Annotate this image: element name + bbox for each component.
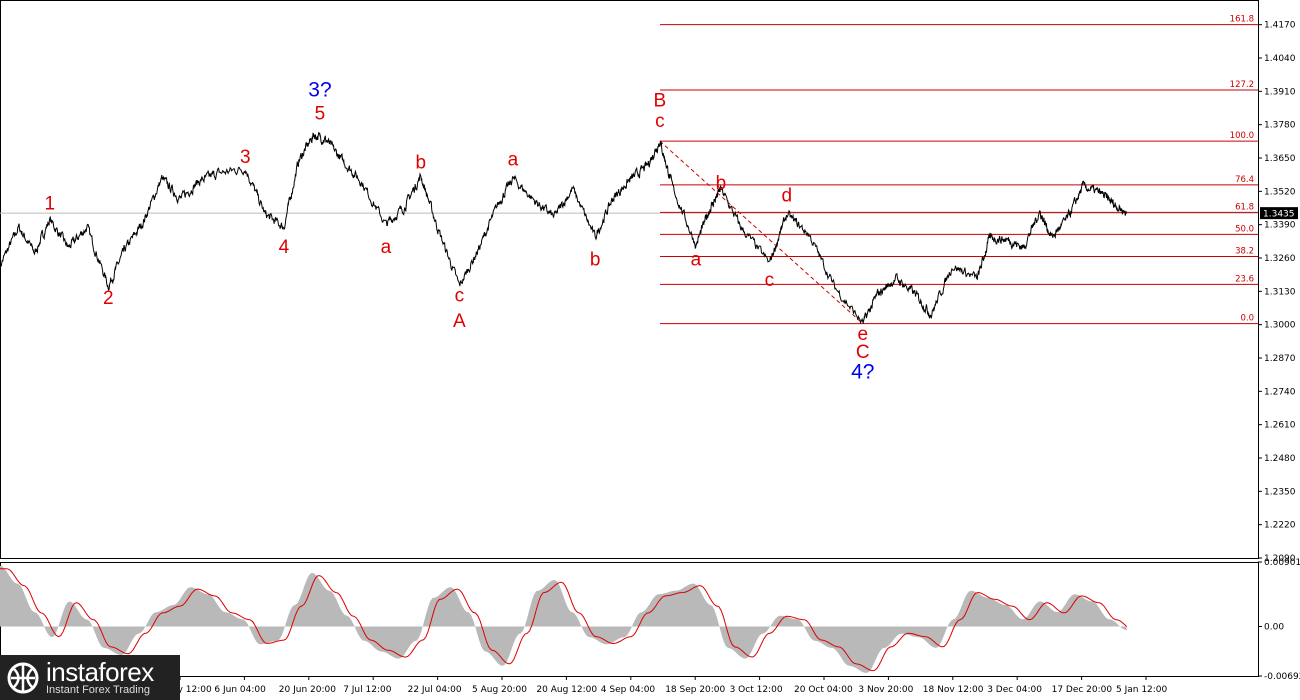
y-tick-label: 1.3000 bbox=[1264, 321, 1296, 331]
x-tick-label: 20 Oct 04:00 bbox=[794, 685, 853, 695]
y-tick-label: 1.3130 bbox=[1264, 287, 1296, 297]
wave-label-red: c bbox=[765, 270, 775, 291]
x-tick-label: 3 Dec 04:00 bbox=[987, 685, 1042, 695]
wave-label-red: 3 bbox=[240, 147, 251, 168]
wave-label-red: d bbox=[782, 186, 793, 207]
wave-label-red: a bbox=[691, 250, 702, 271]
fib-level-label: 38.2 bbox=[1235, 246, 1254, 256]
x-tick-label: 18 Nov 12:00 bbox=[923, 685, 984, 695]
wave-label-red: 1 bbox=[45, 193, 56, 214]
x-tick-label: 4 Sep 04:00 bbox=[601, 685, 656, 695]
y-tick-label: 1.2740 bbox=[1264, 387, 1296, 397]
indicator-tick-label: 0.00 bbox=[1264, 622, 1284, 632]
wave-label-red: 4 bbox=[279, 237, 290, 258]
y-tick-label: 1.3260 bbox=[1264, 254, 1296, 264]
y-tick-label: 1.4040 bbox=[1264, 54, 1296, 64]
wave-label-red: C bbox=[856, 342, 870, 363]
wave-label-red: b bbox=[716, 173, 727, 194]
current-price-badge bbox=[1260, 207, 1298, 220]
x-tick-label: 3 Nov 20:00 bbox=[858, 685, 913, 695]
oscillator-signal-line bbox=[0, 568, 1128, 672]
wave-label-red: b bbox=[416, 152, 427, 173]
logo-brand: instaforex bbox=[46, 656, 154, 687]
wave-label-red: c bbox=[455, 286, 465, 307]
fib-level-label: 100.0 bbox=[1230, 131, 1254, 141]
y-tick-label: 1.2870 bbox=[1264, 354, 1296, 364]
x-tick-label: 20 Jun 20:00 bbox=[279, 685, 336, 695]
wave-label-red: 5 bbox=[315, 104, 326, 125]
y-tick-label: 1.3650 bbox=[1264, 154, 1296, 164]
x-tick-label: 7 Jul 12:00 bbox=[343, 685, 392, 695]
fib-level-label: 50.0 bbox=[1235, 224, 1254, 234]
time-axis: 22 May 12:00 6 Jun 04:00 20 Jun 20:00 7 Jul… bbox=[150, 676, 1168, 695]
x-tick-label: 3 Oct 12:00 bbox=[730, 685, 783, 695]
fib-level-label: 61.8 bbox=[1235, 202, 1254, 212]
y-tick-label: 1.3910 bbox=[1264, 87, 1296, 97]
wave-label-red: c bbox=[655, 111, 665, 132]
y-tick-label: 1.2480 bbox=[1264, 454, 1296, 464]
y-tick-label: 1.2610 bbox=[1264, 421, 1296, 431]
wave-label-blue: 3? bbox=[308, 78, 331, 101]
fib-level-label: 23.6 bbox=[1235, 274, 1254, 284]
fib-level-label: 161.8 bbox=[1230, 15, 1254, 25]
wave-label-red: a bbox=[508, 150, 519, 171]
wave-label-red: B bbox=[654, 91, 667, 112]
fibonacci-levels: 161.8 127.2 100.0 76.4 61.8 50.0 38.2 23.6 0.0 bbox=[659, 15, 1258, 325]
fib-level-label: 127.2 bbox=[1230, 80, 1254, 90]
x-tick-label: 5 Jan 12:00 bbox=[1116, 685, 1168, 695]
wave-label-red: a bbox=[381, 237, 392, 258]
y-tick-label: 1.3520 bbox=[1264, 187, 1296, 197]
fib-level-label: 0.0 bbox=[1240, 314, 1254, 324]
price-line bbox=[0, 131, 1127, 325]
instaforex-logo: instaforex Instant Forex Trading bbox=[0, 655, 180, 700]
x-tick-label: 22 May 12:00 bbox=[150, 685, 212, 695]
y-tick-label: 1.3390 bbox=[1264, 221, 1296, 231]
oscillator-histogram bbox=[0, 565, 1127, 673]
wave-label-blue: 4? bbox=[851, 361, 874, 384]
wave-label-red: 2 bbox=[103, 288, 114, 309]
x-tick-label: 5 Aug 20:00 bbox=[472, 685, 527, 695]
main-frame bbox=[0, 0, 1259, 559]
y-tick-label: 1.3780 bbox=[1264, 121, 1296, 131]
globe-logo-icon bbox=[7, 662, 39, 693]
y-tick-label: 1.4170 bbox=[1264, 21, 1296, 31]
fib-swing-line bbox=[659, 140, 864, 325]
logo-tagline: Instant Forex Trading bbox=[46, 683, 150, 696]
x-tick-label: 6 Jun 04:00 bbox=[214, 685, 266, 695]
y-tick-label: 1.2350 bbox=[1264, 487, 1296, 497]
x-tick-label: 18 Sep 20:00 bbox=[665, 685, 725, 695]
fib-level-label: 76.4 bbox=[1235, 175, 1254, 185]
price-series bbox=[0, 131, 1127, 325]
y-tick-label: 1.2090 bbox=[1264, 554, 1296, 564]
y-tick-label: 1.2220 bbox=[1264, 521, 1296, 531]
x-tick-label: 20 Aug 12:00 bbox=[536, 685, 597, 695]
wave-label-red: b bbox=[590, 250, 601, 271]
x-tick-label: 17 Dec 20:00 bbox=[1052, 685, 1113, 695]
wave-label-red: e bbox=[857, 324, 868, 345]
wave-label-red: A bbox=[453, 311, 466, 332]
indicator-tick-label: 0.00901 bbox=[1264, 558, 1300, 568]
x-tick-label: 22 Jul 04:00 bbox=[408, 685, 462, 695]
current-price-label: 1.3435 bbox=[1263, 210, 1295, 220]
